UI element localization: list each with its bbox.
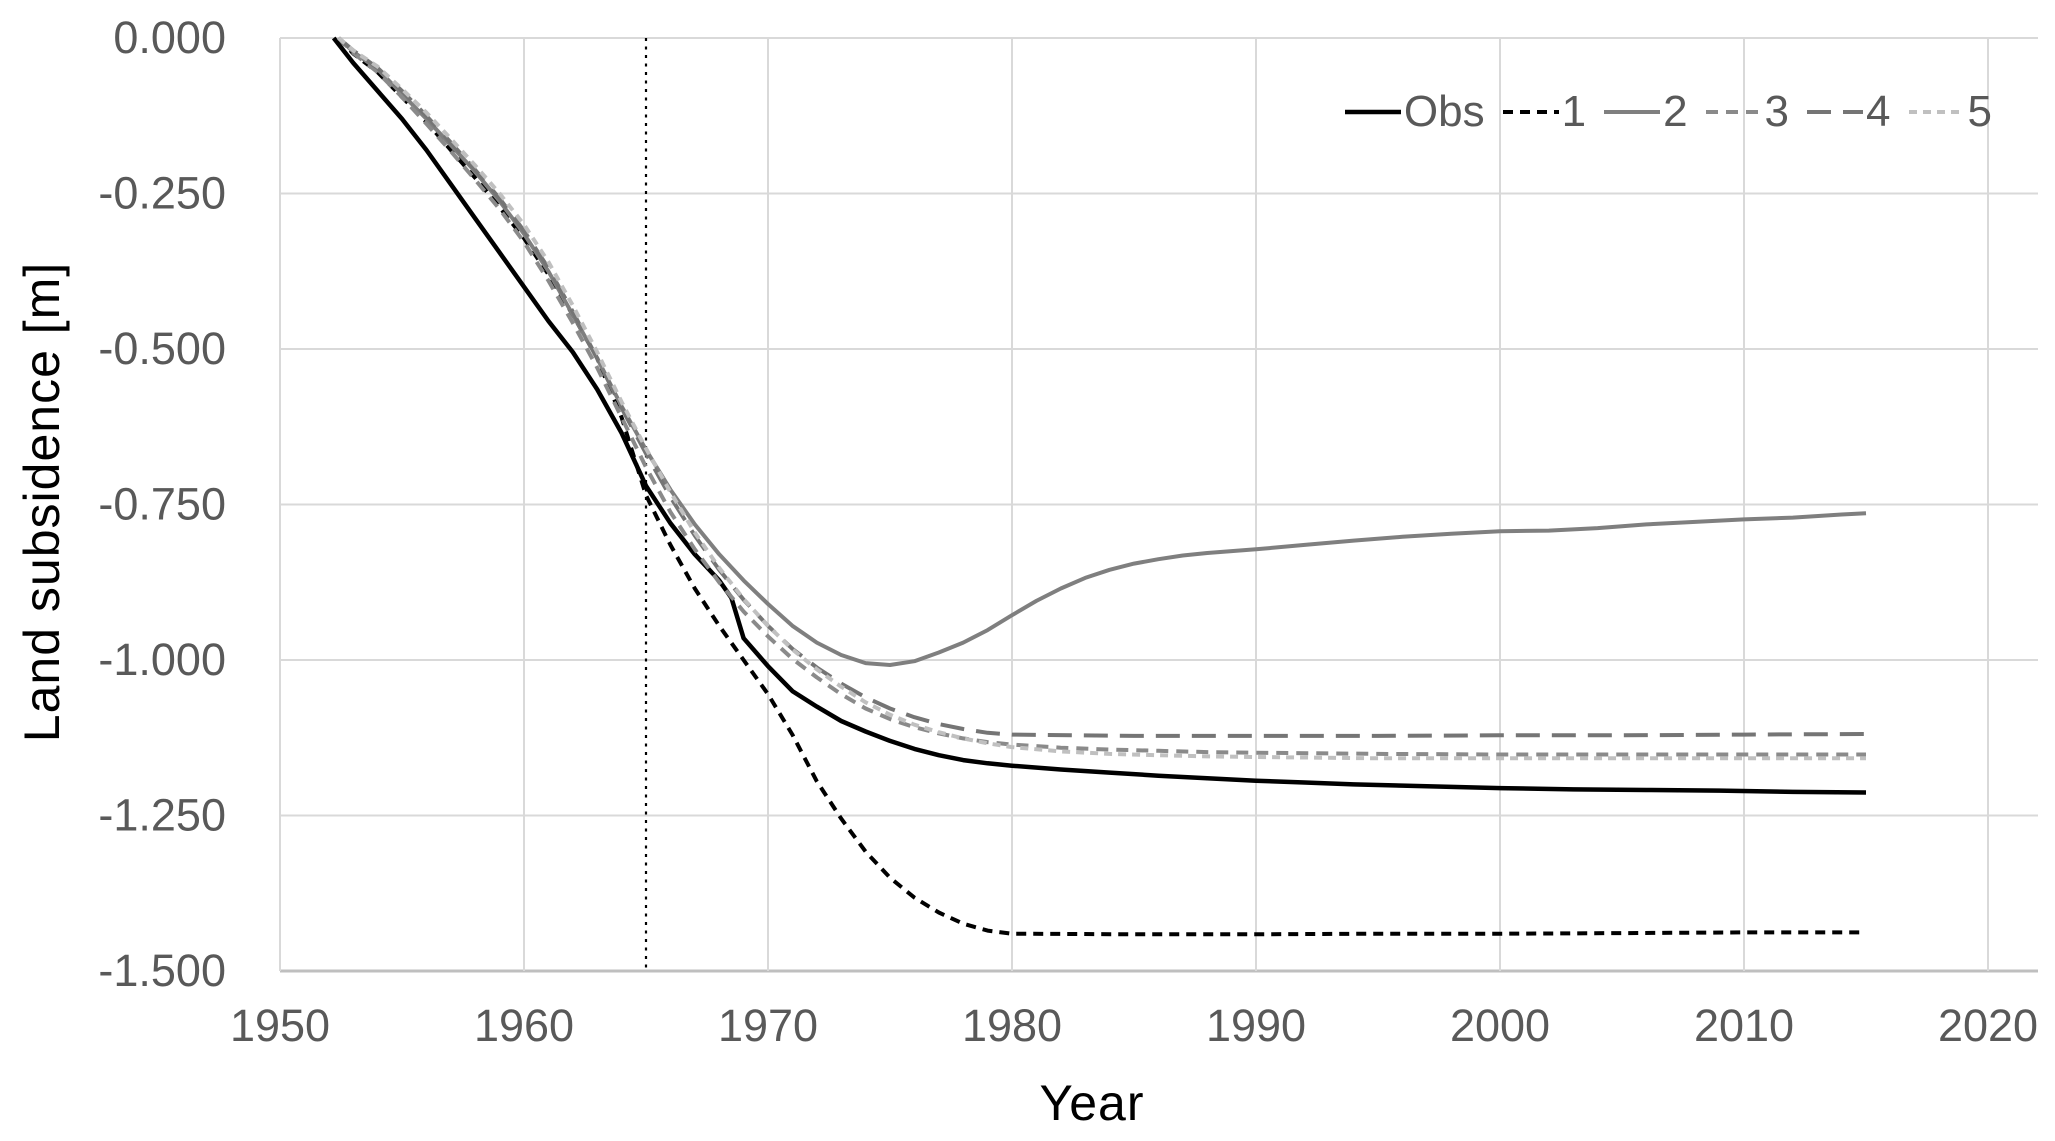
legend-swatch-3-dashed-line-icon xyxy=(1705,110,1762,114)
legend-item-4: 4 xyxy=(1807,87,1891,136)
legend-label-1: 1 xyxy=(1561,87,1587,136)
y-tick-label--0.250: -0.250 xyxy=(98,168,226,219)
legend-label-3: 3 xyxy=(1764,87,1790,136)
legend-swatch-5-dashed-line-icon xyxy=(1908,110,1965,114)
legend-label-2: 2 xyxy=(1663,87,1688,136)
legend-item-1: 1 xyxy=(1502,87,1587,136)
chart-legend: Obs 1 2 3 4 5 xyxy=(1344,87,1992,136)
y-tick-label--1.000: -1.000 xyxy=(98,634,226,685)
series-line-1 xyxy=(337,36,1866,937)
legend-label-5: 5 xyxy=(1967,87,1992,136)
legend-swatch-obs-line-icon xyxy=(1344,109,1401,115)
x-tick-label-1960: 1960 xyxy=(474,1000,574,1051)
y-tick-label--1.250: -1.250 xyxy=(98,790,226,841)
y-tick-label--0.500: -0.500 xyxy=(98,323,226,374)
x-tick-label-1990: 1990 xyxy=(1206,1000,1306,1051)
series-line-Obs xyxy=(331,36,1867,795)
legend-item-obs: Obs xyxy=(1344,87,1485,136)
x-tick-label-1970: 1970 xyxy=(718,1000,818,1051)
series-line-4 xyxy=(337,36,1867,738)
series-line-3 xyxy=(337,36,1866,757)
legend-item-3: 3 xyxy=(1705,87,1790,136)
x-tick-label-1950: 1950 xyxy=(230,1000,330,1051)
x-tick-label-1980: 1980 xyxy=(962,1000,1062,1051)
legend-label-4: 4 xyxy=(1866,87,1891,136)
legend-item-2: 2 xyxy=(1604,87,1688,136)
x-tick-label-2020: 2020 xyxy=(1938,1000,2038,1051)
x-axis-title: Year xyxy=(1039,1075,1145,1131)
legend-swatch-4-longdash-line-icon xyxy=(1807,110,1864,114)
y-tick-label-0.000: 0.000 xyxy=(113,12,226,63)
legend-swatch-2-line-icon xyxy=(1604,110,1661,114)
y-tick-label--0.750: -0.750 xyxy=(98,479,226,530)
x-tick-label-2000: 2000 xyxy=(1450,1000,1550,1051)
legend-label-obs: Obs xyxy=(1403,87,1485,136)
x-tick-label-2010: 2010 xyxy=(1694,1000,1794,1051)
legend-swatch-1-dashed-line-icon xyxy=(1502,110,1559,114)
legend-item-5: 5 xyxy=(1908,87,1992,136)
y-tick-label--1.500: -1.500 xyxy=(98,945,226,996)
y-axis-title: Land subsidence [m] xyxy=(14,261,70,743)
series-line-5 xyxy=(337,36,1866,761)
